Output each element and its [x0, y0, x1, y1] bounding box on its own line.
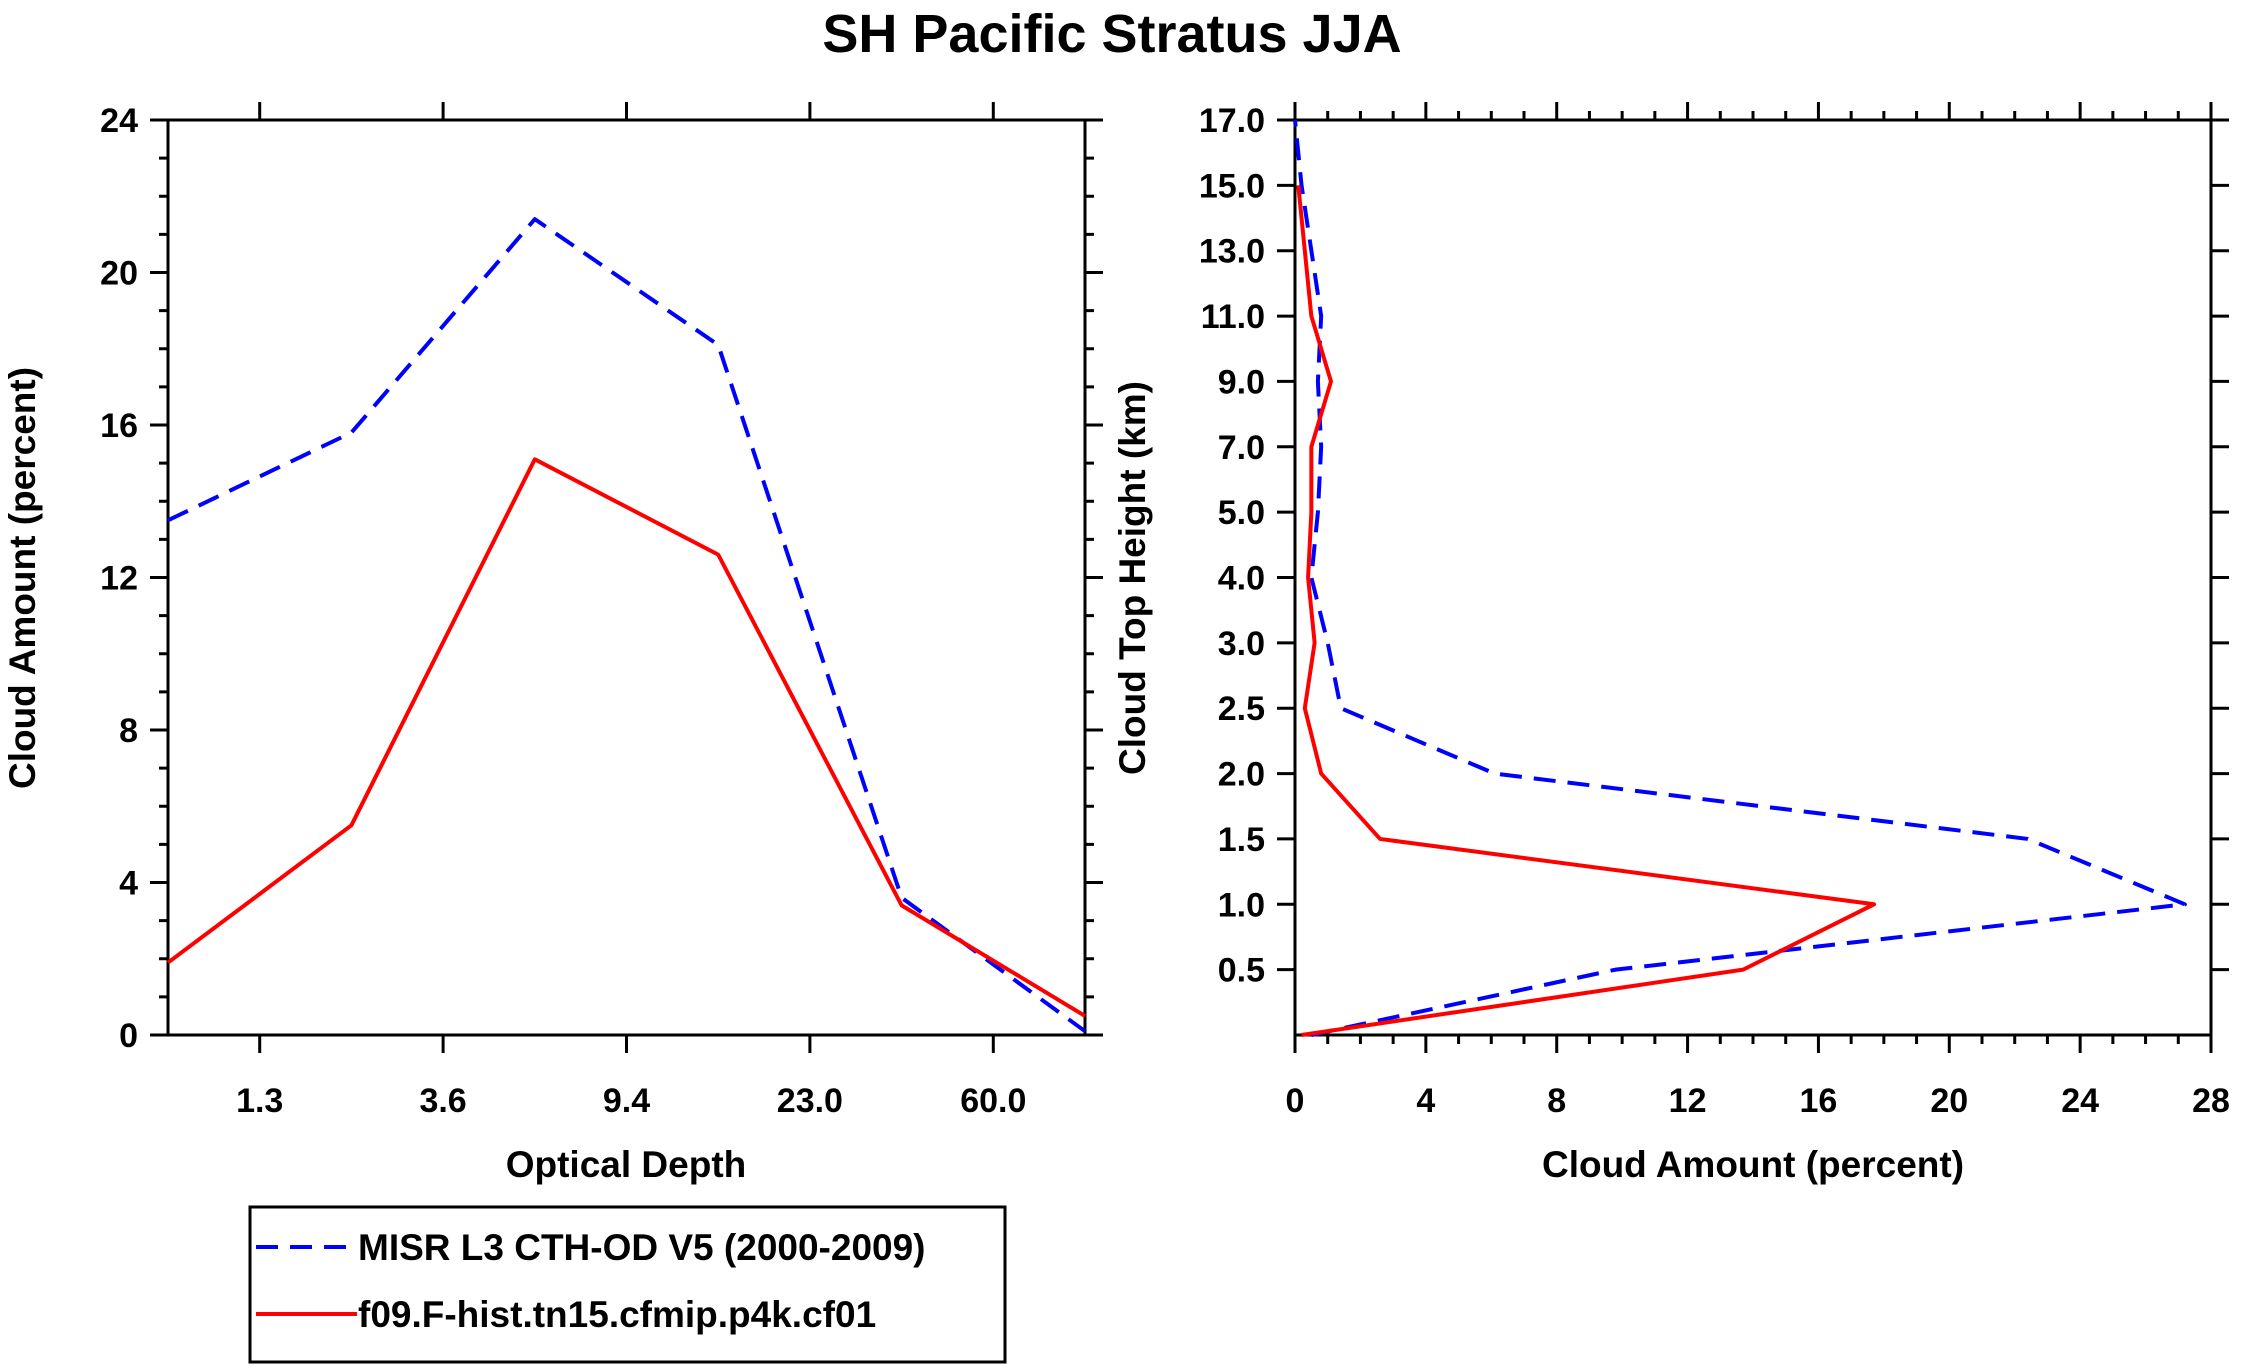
left-series-model-line [166, 457, 1087, 1018]
right-y-tick-label: 1.5 [1218, 821, 1265, 859]
right-y-tick-label: 2.5 [1218, 690, 1265, 728]
left-series-obs-line [167, 217, 1087, 1033]
right-y-tick-label: 2.0 [1218, 756, 1265, 794]
right-x-tick-label: 16 [1800, 1082, 1838, 1120]
left-series [166, 217, 1087, 1033]
left-x-tick-label: 3.6 [419, 1082, 466, 1120]
right-series-obs-line [1293, 119, 2187, 1037]
right-x-tick-label: 12 [1669, 1082, 1707, 1120]
right-x-tick-label: 8 [1547, 1082, 1566, 1120]
left-x-axis-label: Optical Depth [506, 1144, 747, 1185]
right-ticks: 0 4 8 12 16 20 24 28 0.5 1.0 1.5 2.0 2.5 3.0 4.0 5.0 7.0… [1199, 102, 2230, 1120]
right-y-tick-label: 9.0 [1218, 363, 1265, 401]
right-y-tick-label: 7.0 [1218, 429, 1265, 467]
left-y-tick-label: 8 [119, 712, 138, 750]
right-x-tick-label: 24 [2061, 1082, 2099, 1120]
right-series-model-line [1296, 185, 1877, 1037]
right-x-tick-label: 0 [1286, 1082, 1305, 1120]
left-panel: 0 4 8 12 16 20 24 1.3 3.6 9.4 23.0 60.0 Optical Dep… [2, 102, 1103, 1185]
left-ticks: 0 4 8 12 16 20 24 1.3 3.6 9.4 23.0 60.0 [100, 102, 1103, 1120]
legend-label-model: f09.F-hist.tn15.cfmip.p4k.cf01 [358, 1294, 876, 1335]
right-y-tick-label: 17.0 [1199, 102, 1265, 140]
left-x-tick-label: 23.0 [777, 1082, 843, 1120]
right-x-tick-label: 28 [2192, 1082, 2230, 1120]
left-x-tick-label: 9.4 [603, 1082, 650, 1120]
left-y-axis-label: Cloud Amount (percent) [2, 367, 43, 789]
right-series [1293, 119, 2187, 1037]
right-y-tick-label: 5.0 [1218, 494, 1265, 532]
legend-box [248, 1205, 1007, 1364]
left-plot-frame [166, 118, 1087, 1037]
right-x-tick-label: 20 [1930, 1082, 1968, 1120]
right-y-tick-label: 4.0 [1218, 560, 1265, 598]
left-y-tick-label: 20 [100, 255, 138, 293]
legend: MISR L3 CTH-OD V5 (2000-2009) f09.F-hist… [248, 1205, 1007, 1364]
right-y-tick-label: 1.0 [1218, 886, 1265, 924]
right-x-tick-label: 4 [1416, 1082, 1435, 1120]
right-panel: 0 4 8 12 16 20 24 28 0.5 1.0 1.5 2.0 2.5 3.0 4.0 5.0 7.0… [1112, 102, 2230, 1185]
right-y-tick-label: 11.0 [1201, 298, 1265, 336]
right-plot-frame [1293, 118, 2213, 1037]
legend-label-obs: MISR L3 CTH-OD V5 (2000-2009) [358, 1227, 926, 1268]
right-y-tick-label: 0.5 [1218, 952, 1265, 990]
right-y-tick-label: 13.0 [1199, 233, 1265, 271]
left-y-tick-label: 24 [100, 102, 138, 140]
left-x-tick-label: 60.0 [960, 1082, 1026, 1120]
right-y-tick-label: 15.0 [1199, 167, 1265, 205]
right-y-axis-label: Cloud Top Height (km) [1112, 381, 1153, 775]
left-y-tick-label: 12 [100, 560, 138, 598]
left-y-tick-label: 0 [119, 1017, 138, 1055]
left-y-tick-label: 16 [100, 407, 138, 445]
left-x-tick-label: 1.3 [236, 1082, 283, 1120]
left-y-tick-label: 4 [119, 865, 138, 903]
chart-title: SH Pacific Stratus JJA [822, 4, 1401, 64]
right-y-tick-label: 3.0 [1218, 625, 1265, 663]
right-x-axis-label: Cloud Amount (percent) [1542, 1144, 1964, 1185]
